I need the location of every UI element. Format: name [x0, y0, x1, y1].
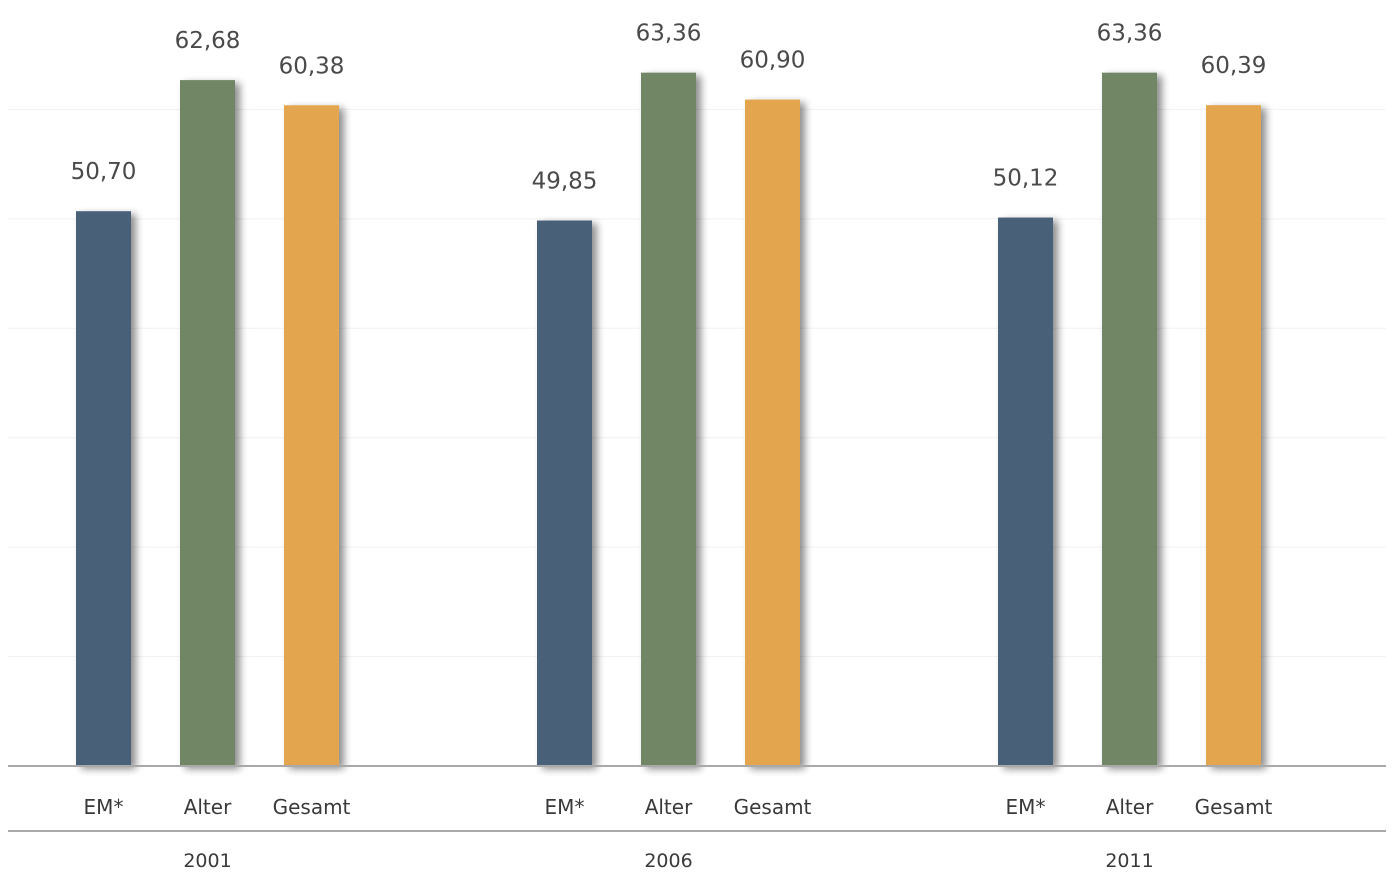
- group-labels: 2001 2006 2011: [183, 850, 1153, 872]
- category-tick-label: Alter: [184, 795, 232, 819]
- data-label: 50,70: [71, 159, 137, 185]
- data-label: 63,36: [1097, 21, 1163, 47]
- data-label: 63,36: [636, 21, 702, 47]
- group-tick-label: 2001: [183, 850, 231, 872]
- bar: [180, 80, 235, 767]
- category-tick-label: Alter: [645, 795, 693, 819]
- data-label: 60,39: [1201, 53, 1267, 79]
- category-tick-label: EM*: [84, 795, 124, 819]
- bar: [745, 99, 800, 766]
- bar: [1102, 72, 1157, 766]
- bar: [76, 211, 131, 766]
- bar: [998, 217, 1053, 766]
- category-tick-label: Gesamt: [1195, 795, 1273, 819]
- data-label: 60,90: [740, 48, 806, 74]
- category-labels: EM* Alter Gesamt EM* Alter Gesamt EM* Alter Gesa…: [84, 795, 1273, 819]
- data-label: 62,68: [175, 28, 241, 54]
- category-tick-label: Gesamt: [734, 795, 812, 819]
- category-tick-label: Alter: [1106, 795, 1154, 819]
- group-tick-label: 2011: [1105, 850, 1153, 872]
- category-tick-label: EM*: [545, 795, 585, 819]
- bar: [284, 105, 339, 767]
- bar: [537, 220, 592, 767]
- bar: [641, 72, 696, 766]
- category-tick-label: EM*: [1006, 795, 1046, 819]
- data-label: 50,12: [993, 166, 1059, 192]
- bar: [1206, 105, 1261, 766]
- data-label: 49,85: [532, 168, 598, 194]
- bars: [76, 72, 1261, 767]
- category-tick-label: Gesamt: [273, 795, 351, 819]
- group-tick-label: 2006: [644, 850, 692, 872]
- value-labels: 50,70 62,68 60,38 49,85 63,36 60,90 50,12 63,36…: [71, 21, 1267, 195]
- data-label: 60,38: [279, 53, 345, 79]
